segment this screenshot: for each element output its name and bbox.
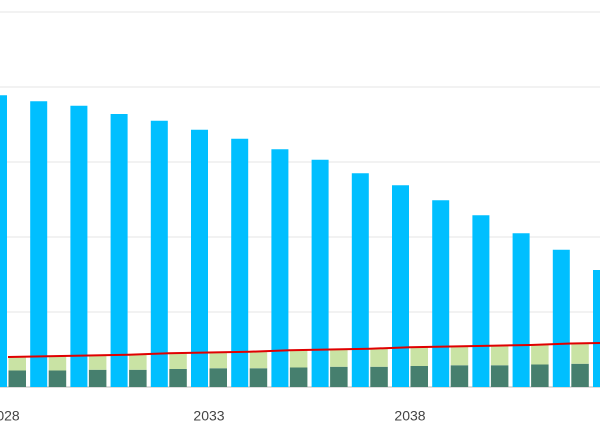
bar-segment (88, 355, 107, 370)
bar-segment (209, 368, 227, 387)
bar-segment (571, 343, 589, 364)
bar-segment (531, 364, 549, 387)
bar-segment (289, 350, 308, 368)
bar (30, 101, 48, 387)
bar-segment (410, 347, 428, 366)
bar (351, 173, 369, 387)
bar-segment (88, 369, 107, 387)
bar-segment (249, 351, 268, 369)
bar (150, 120, 168, 387)
bar-segment (129, 354, 147, 370)
bar (231, 138, 249, 387)
bar-segment (330, 349, 348, 367)
bar (593, 270, 600, 387)
bar (512, 233, 530, 387)
bar-segment (289, 367, 308, 387)
bar-segment (490, 345, 509, 366)
bar (392, 185, 409, 387)
bar-segment (450, 365, 469, 387)
x-tick-label: 2038 (394, 408, 425, 424)
bar (0, 95, 7, 387)
bar-segment (169, 369, 187, 387)
bar (271, 149, 289, 387)
bar-segment (129, 369, 147, 387)
line (7, 341, 600, 358)
bar-segment (330, 366, 348, 387)
bar-segment (249, 368, 268, 387)
x-tick-label: 2033 (193, 408, 224, 424)
bar-segment (48, 370, 67, 387)
bar (552, 249, 570, 387)
bar-segment (48, 356, 67, 371)
bar-segment (8, 357, 26, 371)
bar-segment (571, 363, 589, 387)
bar-segment (531, 345, 549, 365)
bar (311, 159, 329, 387)
bar (432, 200, 450, 387)
x-tick-label: 028 (0, 408, 20, 424)
bar (191, 129, 208, 387)
bar (110, 114, 128, 387)
bar (472, 215, 490, 387)
bar-segment (450, 346, 469, 366)
bar-segment (8, 370, 26, 387)
bar-segment (370, 348, 388, 367)
bar-segment (370, 366, 388, 387)
bar (70, 105, 88, 387)
bar-segment (490, 365, 509, 387)
bar-segment (410, 366, 428, 387)
bar-segment (169, 353, 187, 369)
bar-segment (209, 352, 227, 369)
